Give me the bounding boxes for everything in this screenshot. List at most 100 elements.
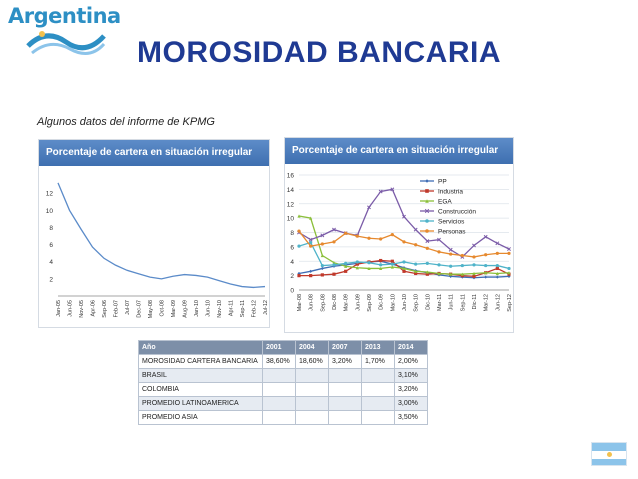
data-point [495,241,500,246]
data-point [507,251,511,255]
data-point [425,261,429,266]
data-point [437,237,441,242]
data-point [320,266,324,271]
x-tick-label: Mar-11 [437,294,443,311]
data-point [309,244,313,248]
x-tick-label: Jul-12 [263,300,269,315]
x-tick-label: Feb-12 [252,300,258,317]
y-tick-label: 0 [290,288,294,295]
x-tick-label: Feb-07 [114,300,120,317]
table-cell: BRASIL [138,368,263,383]
table-row: PROMEDIO ASIA 3,50% [138,410,428,425]
table-cell [328,368,362,383]
data-point [297,214,301,218]
table-cell: 2,00% [394,354,428,369]
y-tick-label: 12 [46,191,54,198]
x-tick-label: Jan-05 [56,300,62,317]
data-point [379,266,383,271]
chart-total: 2 4 6 8 10 12 Jan-05 Jun-05 Nov-05 Apr-06 Sep-06 Fe… [46,182,269,318]
table-cell: PROMEDIO LATINOAMERICA [138,396,263,411]
x-tick-label: Mar-09 [171,300,177,317]
x-tick-label: Dic-11 [472,294,478,310]
table-header-cell: 2014 [394,340,428,355]
x-tick-label: Oct-08 [160,300,166,317]
argentina-flag-icon [591,442,627,466]
y-tick-label: 6 [290,244,294,251]
y-tick-label: 10 [46,208,54,215]
table-row: COLOMBIA 3,20% [138,382,428,397]
data-point [320,273,324,277]
data-point [437,271,441,276]
table-cell [295,382,329,397]
slide-subtitle: Algunos datos del informe de KPMG [37,116,215,128]
argentina-logo: Argentina [8,4,121,56]
y-tick-label: 14 [287,187,295,194]
data-point [402,266,406,271]
data-point [332,272,336,276]
data-point [297,274,301,278]
data-point [297,229,301,233]
y-tick-label: 4 [290,259,294,266]
data-point [332,227,336,232]
x-tick-label: Sep-09 [367,294,373,312]
data-point [495,271,499,276]
data-point [495,251,499,255]
data-point [507,271,511,275]
data-point [355,262,359,266]
table-row: PROMEDIO LATINOAMERICA 3,00% [138,396,428,411]
y-tick-label: 8 [49,225,53,232]
morosidad-table: Año 2001 2004 2007 2013 2014 MOROSIDAD C… [138,340,428,425]
chart-sector-title: Porcentaje de cartera en situación irreg… [285,138,513,164]
data-point [402,214,406,219]
y-tick-label: 16 [287,173,295,180]
x-tick-label: Jun-08 [309,294,315,311]
chart-total-title: Porcentaje de cartera en situación irreg… [39,140,269,166]
table-cell [295,410,329,425]
data-point [344,231,348,235]
table-row: MOROSIDAD CARTERA BANCARIA 38,60% 18,60%… [138,354,428,369]
x-tick-label: Sep-08 [320,294,326,312]
data-point [414,262,418,266]
data-point [448,247,453,252]
table-cell [295,396,329,411]
data-point [379,237,383,241]
data-point [425,229,429,233]
x-tick-label: Aug-09 [183,300,189,318]
data-point [507,266,511,271]
data-point [425,179,429,183]
logo-text: Argentina [8,4,121,28]
x-tick-label: Jun-10 [402,294,408,311]
table-cell: MOROSIDAD CARTERA BANCARIA [138,354,263,369]
data-point [425,272,429,276]
data-point [355,234,359,238]
legend-label: Industria [438,188,463,195]
table-header-cell: 2001 [262,340,296,355]
series-line [298,230,509,258]
data-point [344,264,348,268]
table-cell [262,396,296,411]
table-cell: 18,60% [295,354,329,369]
chart-sector: 0 2 4 6 8 10 12 14 16 Mar-08 Jun-08 Sep-08 Dic-08 Mar… [287,173,513,312]
table-cell [361,410,395,425]
table-cell: 1,70% [361,354,395,369]
table-cell [262,382,296,397]
table-cell: 3,20% [328,354,362,369]
data-point [414,243,418,247]
data-point [402,260,406,264]
data-point [320,263,324,268]
x-tick-label: Jan-10 [194,300,200,317]
legend-label: EGA [438,198,452,205]
data-point [367,261,371,265]
table-cell [361,382,395,397]
table-row: BRASIL 3,10% [138,368,428,383]
data-point [308,237,313,242]
data-point [437,250,441,254]
x-tick-label: Jun-11 [449,294,455,310]
x-tick-label: Jul-07 [125,300,131,315]
table-cell [262,368,296,383]
table-cell [262,410,296,425]
table-cell: 3,10% [394,368,428,383]
data-point [425,189,429,193]
x-tick-label: Nov-05 [79,300,85,318]
chart-total-panel: Porcentaje de cartera en situación irreg… [38,139,270,328]
